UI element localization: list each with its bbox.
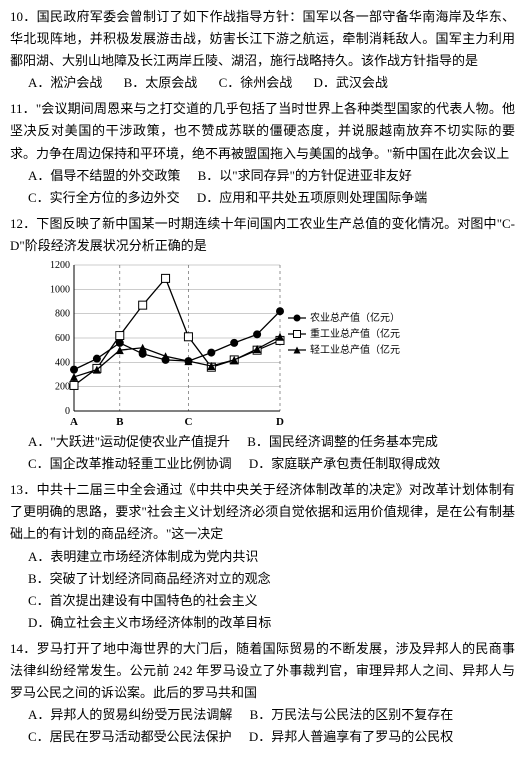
- svg-text:D: D: [276, 416, 284, 428]
- question-14-options: A．异邦人的贸易纠纷受万民法调解 B．万民法与公民法的区别不复存在 C．居民在罗…: [10, 704, 515, 748]
- question-10-text: 10．国民政府军委会曾制订了如下作战指导方针：国军以各一部守备华南海岸及华东、华…: [10, 6, 515, 72]
- option-12-c: C．国企改革推动轻重工业比例协调: [28, 453, 232, 475]
- option-13-c: C．首次提出建设有中国特色的社会主义: [28, 590, 258, 612]
- question-13: 13．中共十二届三中全会通过《中共中央关于经济体制改革的决定》对改革计划体制有了…: [10, 479, 515, 634]
- question-14-text: 14．罗马打开了地中海世界的大门后，随着国际贸易的不断发展，涉及异邦人的民商事法…: [10, 638, 515, 704]
- option-12-a: A．"大跃进"运动促使农业产值提升: [28, 431, 230, 453]
- question-11: 11．"会议期间周恩来与之打交道的几乎包括了当时世界上各种类型国家的代表人物。他…: [10, 98, 515, 208]
- svg-text:重工业总产值（亿元）: 重工业总产值（亿元）: [310, 327, 400, 340]
- option-11-b: B．以"求同存异"的方针促进亚非友好: [198, 165, 412, 187]
- question-12-options: A．"大跃进"运动促使农业产值提升 B．国民经济调整的任务基本完成 C．国企改革…: [10, 431, 515, 475]
- question-13-options: A．表明建立市场经济体制成为党内共识 B．突破了计划经济同商品经济对立的观念 C…: [10, 546, 515, 634]
- question-10-options: A．淞沪会战 B．太原会战 C．徐州会战 D．武汉会战: [10, 72, 515, 94]
- question-11-text: 11．"会议期间周恩来与之打交道的几乎包括了当时世界上各种类型国家的代表人物。他…: [10, 98, 515, 164]
- option-14-c: C．居民在罗马活动都受公民法保护: [28, 726, 232, 748]
- question-12: 12．下图反映了新中国某一时期连续十年间国内工农业生产总值的变化情况。对图中"C…: [10, 213, 515, 475]
- svg-text:C: C: [184, 416, 192, 428]
- question-10: 10．国民政府军委会曾制订了如下作战指导方针：国军以各一部守备华南海岸及华东、华…: [10, 6, 515, 94]
- svg-text:600: 600: [55, 333, 70, 344]
- svg-text:A: A: [70, 416, 78, 428]
- option-11-c: C．实行全方位的多边外交: [28, 187, 180, 209]
- line-chart: 020040060080010001200ABCD农业总产值（亿元）重工业总产值…: [40, 259, 400, 429]
- option-14-d: D．异邦人普遍享有了罗马的公民权: [249, 726, 453, 748]
- option-10-c: C．徐州会战: [219, 72, 293, 94]
- option-11-a: A．倡导不结盟的外交政策: [28, 165, 180, 187]
- svg-text:B: B: [116, 416, 124, 428]
- question-12-text: 12．下图反映了新中国某一时期连续十年间国内工农业生产总值的变化情况。对图中"C…: [10, 213, 515, 257]
- svg-text:1000: 1000: [50, 284, 70, 295]
- svg-text:800: 800: [55, 309, 70, 320]
- svg-text:400: 400: [55, 357, 70, 368]
- option-13-b: B．突破了计划经济同商品经济对立的观念: [28, 568, 271, 590]
- option-10-b: B．太原会战: [124, 72, 198, 94]
- option-11-d: D．应用和平共处五项原则处理国际争端: [197, 187, 427, 209]
- chart-container: 020040060080010001200ABCD农业总产值（亿元）重工业总产值…: [40, 259, 400, 429]
- option-12-b: B．国民经济调整的任务基本完成: [247, 431, 438, 453]
- option-12-d: D．家庭联产承包责任制取得成效: [249, 453, 440, 475]
- option-13-d: D．确立社会主义市场经济体制的改革目标: [28, 612, 271, 634]
- svg-text:1200: 1200: [50, 260, 70, 271]
- question-13-text: 13．中共十二届三中全会通过《中共中央关于经济体制改革的决定》对改革计划体制有了…: [10, 479, 515, 545]
- svg-text:200: 200: [55, 382, 70, 393]
- option-14-a: A．异邦人的贸易纠纷受万民法调解: [28, 704, 232, 726]
- option-13-a: A．表明建立市场经济体制成为党内共识: [28, 546, 258, 568]
- question-11-options: A．倡导不结盟的外交政策 B．以"求同存异"的方针促进亚非友好 C．实行全方位的…: [10, 165, 515, 209]
- svg-text:轻工业总产值（亿元）: 轻工业总产值（亿元）: [310, 343, 400, 356]
- option-10-d: D．武汉会战: [313, 72, 387, 94]
- question-14: 14．罗马打开了地中海世界的大门后，随着国际贸易的不断发展，涉及异邦人的民商事法…: [10, 638, 515, 748]
- svg-text:农业总产值（亿元）: 农业总产值（亿元）: [310, 311, 400, 324]
- option-14-b: B．万民法与公民法的区别不复存在: [250, 704, 454, 726]
- option-10-a: A．淞沪会战: [28, 72, 102, 94]
